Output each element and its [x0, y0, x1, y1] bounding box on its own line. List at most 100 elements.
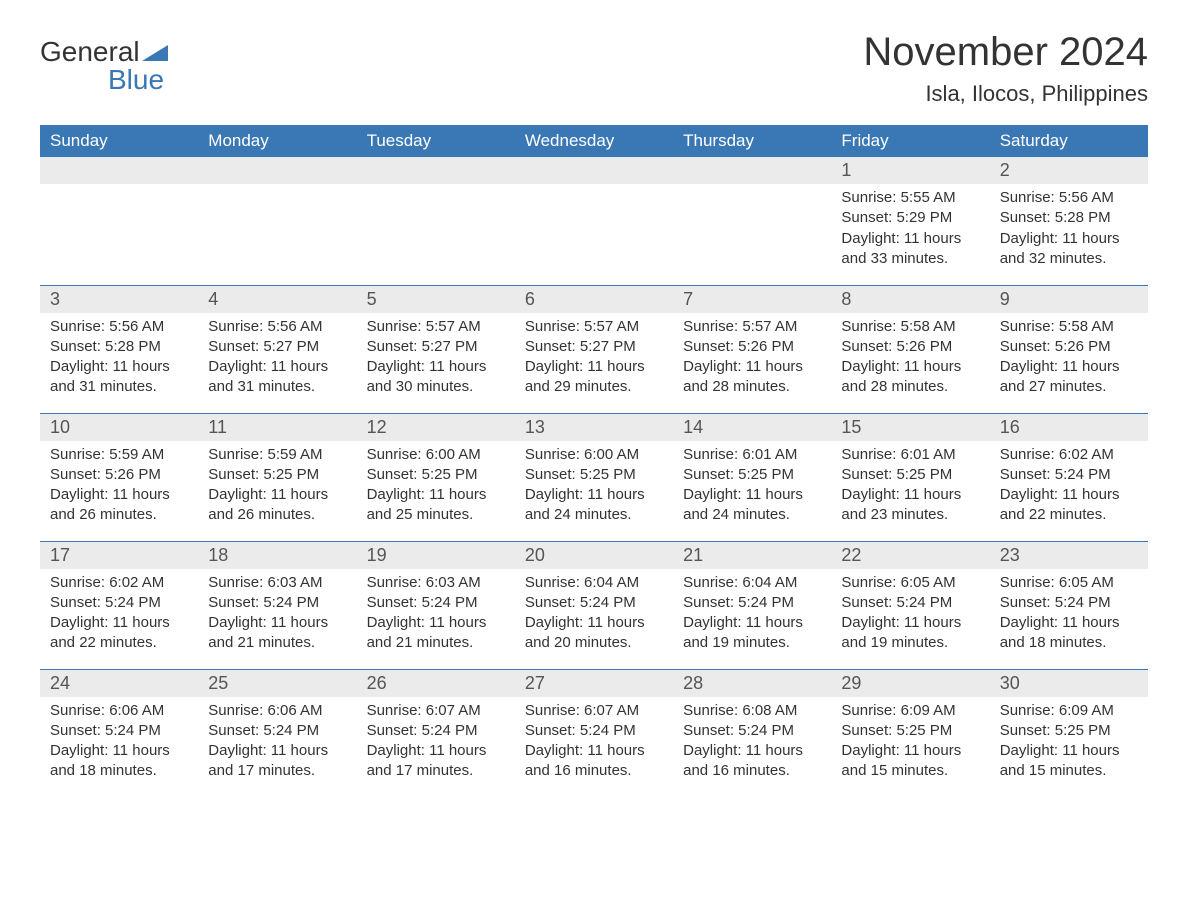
day-number: 16 — [990, 414, 1148, 441]
day-cell — [673, 157, 831, 285]
day-number: 1 — [831, 157, 989, 184]
day-details: Sunrise: 5:56 AMSunset: 5:28 PMDaylight:… — [990, 184, 1148, 279]
sunset-line: Sunset: 5:24 PM — [683, 721, 821, 741]
day-cell: 3Sunrise: 5:56 AMSunset: 5:28 PMDaylight… — [40, 285, 198, 413]
day-number: 6 — [515, 286, 673, 313]
day-cell: 11Sunrise: 5:59 AMSunset: 5:25 PMDayligh… — [198, 413, 356, 541]
sunrise-line: Sunrise: 5:59 AM — [50, 445, 188, 465]
location-subtitle: Isla, Ilocos, Philippines — [863, 81, 1148, 107]
sunset-line: Sunset: 5:25 PM — [683, 465, 821, 485]
daylight-line: Daylight: 11 hours and 31 minutes. — [50, 357, 188, 398]
sunset-line: Sunset: 5:24 PM — [367, 721, 505, 741]
sunrise-line: Sunrise: 6:08 AM — [683, 701, 821, 721]
daylight-line: Daylight: 11 hours and 29 minutes. — [525, 357, 663, 398]
sunrise-line: Sunrise: 6:02 AM — [1000, 445, 1138, 465]
day-number: 3 — [40, 286, 198, 313]
sunrise-line: Sunrise: 6:03 AM — [367, 573, 505, 593]
sunrise-line: Sunrise: 5:57 AM — [525, 317, 663, 337]
sunset-line: Sunset: 5:29 PM — [841, 208, 979, 228]
sunset-line: Sunset: 5:24 PM — [1000, 593, 1138, 613]
sunrise-line: Sunrise: 5:58 AM — [1000, 317, 1138, 337]
sunset-line: Sunset: 5:26 PM — [683, 337, 821, 357]
day-number: 27 — [515, 670, 673, 697]
sunset-line: Sunset: 5:24 PM — [1000, 465, 1138, 485]
day-cell: 8Sunrise: 5:58 AMSunset: 5:26 PMDaylight… — [831, 285, 989, 413]
sunrise-line: Sunrise: 6:05 AM — [1000, 573, 1138, 593]
sunrise-line: Sunrise: 5:57 AM — [683, 317, 821, 337]
sunrise-line: Sunrise: 5:58 AM — [841, 317, 979, 337]
day-cell: 26Sunrise: 6:07 AMSunset: 5:24 PMDayligh… — [357, 669, 515, 797]
day-cell: 18Sunrise: 6:03 AMSunset: 5:24 PMDayligh… — [198, 541, 356, 669]
day-details: Sunrise: 6:05 AMSunset: 5:24 PMDaylight:… — [831, 569, 989, 664]
day-details: Sunrise: 6:06 AMSunset: 5:24 PMDaylight:… — [198, 697, 356, 792]
week-row: 17Sunrise: 6:02 AMSunset: 5:24 PMDayligh… — [40, 541, 1148, 669]
day-details: Sunrise: 6:02 AMSunset: 5:24 PMDaylight:… — [40, 569, 198, 664]
month-title: November 2024 — [863, 30, 1148, 75]
day-details: Sunrise: 6:04 AMSunset: 5:24 PMDaylight:… — [673, 569, 831, 664]
day-number: 18 — [198, 542, 356, 569]
daylight-line: Daylight: 11 hours and 30 minutes. — [367, 357, 505, 398]
day-details: Sunrise: 6:00 AMSunset: 5:25 PMDaylight:… — [357, 441, 515, 536]
day-details: Sunrise: 6:00 AMSunset: 5:25 PMDaylight:… — [515, 441, 673, 536]
sunset-line: Sunset: 5:24 PM — [50, 721, 188, 741]
daylight-line: Daylight: 11 hours and 20 minutes. — [525, 613, 663, 654]
sunrise-line: Sunrise: 6:04 AM — [683, 573, 821, 593]
sunset-line: Sunset: 5:24 PM — [525, 593, 663, 613]
sunset-line: Sunset: 5:25 PM — [1000, 721, 1138, 741]
sunset-line: Sunset: 5:25 PM — [841, 465, 979, 485]
day-details: Sunrise: 6:05 AMSunset: 5:24 PMDaylight:… — [990, 569, 1148, 664]
sunrise-line: Sunrise: 6:09 AM — [841, 701, 979, 721]
day-number: 28 — [673, 670, 831, 697]
daylight-line: Daylight: 11 hours and 18 minutes. — [1000, 613, 1138, 654]
week-row: 3Sunrise: 5:56 AMSunset: 5:28 PMDaylight… — [40, 285, 1148, 413]
sunrise-line: Sunrise: 6:01 AM — [841, 445, 979, 465]
day-details: Sunrise: 5:59 AMSunset: 5:25 PMDaylight:… — [198, 441, 356, 536]
day-details: Sunrise: 5:57 AMSunset: 5:26 PMDaylight:… — [673, 313, 831, 408]
daylight-line: Daylight: 11 hours and 32 minutes. — [1000, 229, 1138, 270]
day-number: 30 — [990, 670, 1148, 697]
day-number: 20 — [515, 542, 673, 569]
daylight-line: Daylight: 11 hours and 28 minutes. — [841, 357, 979, 398]
day-details: Sunrise: 5:58 AMSunset: 5:26 PMDaylight:… — [990, 313, 1148, 408]
sunrise-line: Sunrise: 6:05 AM — [841, 573, 979, 593]
page-header: General Blue November 2024 Isla, Ilocos,… — [40, 30, 1148, 107]
sunset-line: Sunset: 5:27 PM — [367, 337, 505, 357]
day-number: 19 — [357, 542, 515, 569]
daylight-line: Daylight: 11 hours and 16 minutes. — [683, 741, 821, 782]
day-cell: 14Sunrise: 6:01 AMSunset: 5:25 PMDayligh… — [673, 413, 831, 541]
daylight-line: Daylight: 11 hours and 23 minutes. — [841, 485, 979, 526]
weekday-header: Friday — [831, 125, 989, 157]
day-cell: 7Sunrise: 5:57 AMSunset: 5:26 PMDaylight… — [673, 285, 831, 413]
day-number: 24 — [40, 670, 198, 697]
sunrise-line: Sunrise: 6:02 AM — [50, 573, 188, 593]
sunset-line: Sunset: 5:24 PM — [208, 593, 346, 613]
day-cell: 2Sunrise: 5:56 AMSunset: 5:28 PMDaylight… — [990, 157, 1148, 285]
sunrise-line: Sunrise: 6:00 AM — [525, 445, 663, 465]
sunset-line: Sunset: 5:27 PM — [525, 337, 663, 357]
day-details: Sunrise: 5:55 AMSunset: 5:29 PMDaylight:… — [831, 184, 989, 279]
daylight-line: Daylight: 11 hours and 25 minutes. — [367, 485, 505, 526]
sunset-line: Sunset: 5:28 PM — [50, 337, 188, 357]
day-number: 21 — [673, 542, 831, 569]
daylight-line: Daylight: 11 hours and 24 minutes. — [525, 485, 663, 526]
day-cell: 22Sunrise: 6:05 AMSunset: 5:24 PMDayligh… — [831, 541, 989, 669]
day-number: 8 — [831, 286, 989, 313]
day-details: Sunrise: 6:09 AMSunset: 5:25 PMDaylight:… — [831, 697, 989, 792]
day-cell — [515, 157, 673, 285]
sunrise-line: Sunrise: 6:04 AM — [525, 573, 663, 593]
day-cell: 23Sunrise: 6:05 AMSunset: 5:24 PMDayligh… — [990, 541, 1148, 669]
week-row: 10Sunrise: 5:59 AMSunset: 5:26 PMDayligh… — [40, 413, 1148, 541]
day-number: 23 — [990, 542, 1148, 569]
daylight-line: Daylight: 11 hours and 18 minutes. — [50, 741, 188, 782]
day-cell: 27Sunrise: 6:07 AMSunset: 5:24 PMDayligh… — [515, 669, 673, 797]
day-cell: 13Sunrise: 6:00 AMSunset: 5:25 PMDayligh… — [515, 413, 673, 541]
day-number: 29 — [831, 670, 989, 697]
day-details: Sunrise: 6:03 AMSunset: 5:24 PMDaylight:… — [198, 569, 356, 664]
daylight-line: Daylight: 11 hours and 22 minutes. — [1000, 485, 1138, 526]
day-details: Sunrise: 6:07 AMSunset: 5:24 PMDaylight:… — [515, 697, 673, 792]
day-cell: 17Sunrise: 6:02 AMSunset: 5:24 PMDayligh… — [40, 541, 198, 669]
day-cell: 29Sunrise: 6:09 AMSunset: 5:25 PMDayligh… — [831, 669, 989, 797]
day-details: Sunrise: 5:59 AMSunset: 5:26 PMDaylight:… — [40, 441, 198, 536]
sunrise-line: Sunrise: 5:59 AM — [208, 445, 346, 465]
sunrise-line: Sunrise: 6:01 AM — [683, 445, 821, 465]
